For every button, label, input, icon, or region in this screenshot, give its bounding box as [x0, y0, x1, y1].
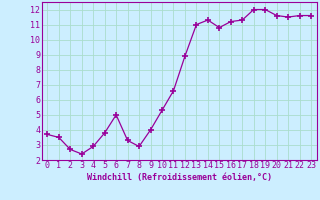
- X-axis label: Windchill (Refroidissement éolien,°C): Windchill (Refroidissement éolien,°C): [87, 173, 272, 182]
